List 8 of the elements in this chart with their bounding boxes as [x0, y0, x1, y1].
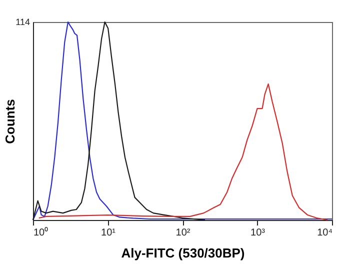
x-axis-title: Aly-FITC (530/30BP): [121, 246, 245, 260]
x-tick-label: 10⁴: [317, 228, 332, 238]
x-tick-label: 10⁰: [34, 226, 49, 238]
text: 114: [16, 17, 30, 27]
x-tick-label: 10³: [250, 228, 266, 238]
x-tick-label: 10²: [176, 228, 191, 238]
y-axis-title: Counts: [2, 99, 18, 144]
x-tick-label: 10¹: [101, 228, 116, 238]
